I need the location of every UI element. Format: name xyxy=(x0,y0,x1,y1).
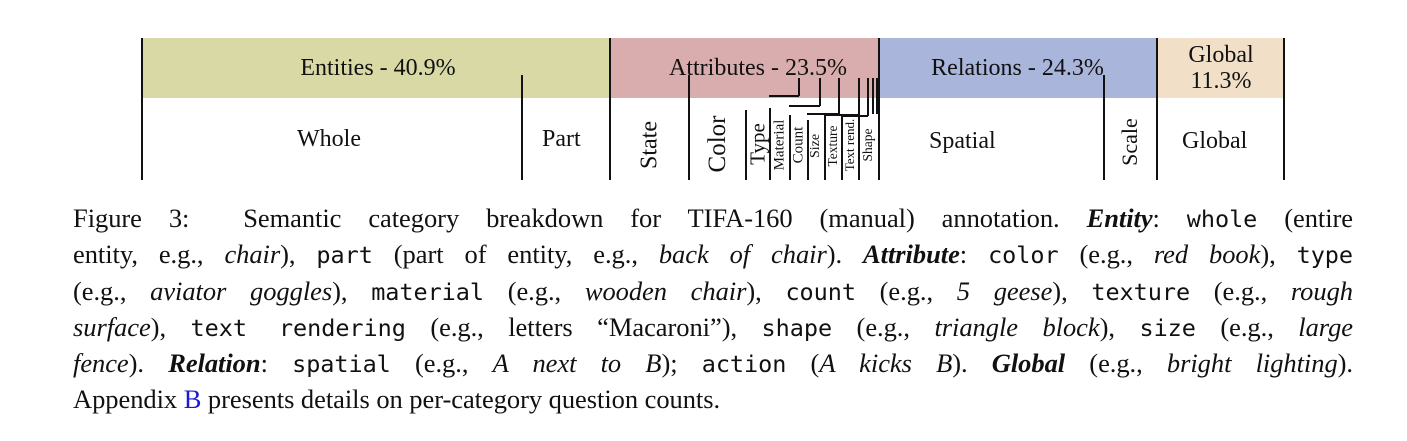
sub-spatial: Spatial xyxy=(929,128,996,154)
global-band xyxy=(1158,38,1284,98)
sub-whole: Whole xyxy=(297,126,361,152)
sub-size: Size xyxy=(808,133,823,159)
leader-up-2 xyxy=(819,78,821,106)
sub-part: Part xyxy=(542,126,581,152)
relations-band xyxy=(880,38,1157,98)
sub-color: Color xyxy=(704,115,731,173)
leader-up-3 xyxy=(838,78,840,114)
leader-up-5 xyxy=(867,78,869,116)
caption-line-3: (e.g., aviator goggles), material (e.g.,… xyxy=(73,275,1353,306)
leader-h-4 xyxy=(824,114,859,116)
separator-whole-part xyxy=(521,75,523,180)
caption-line-4: surface), text rendering (e.g., letters … xyxy=(73,311,1353,342)
separator-right xyxy=(1283,38,1285,180)
entities-band xyxy=(142,38,609,98)
caption-line-1: Figure 3: Semantic category breakdown fo… xyxy=(73,203,1354,233)
sub-global: Global xyxy=(1182,128,1248,154)
leader-h-2 xyxy=(789,105,820,107)
attributes-band xyxy=(610,38,879,98)
separator-left xyxy=(141,38,143,180)
caption-line-2: entity, e.g., chair), part (part of enti… xyxy=(73,239,1354,270)
leader-type xyxy=(745,110,747,180)
sub-shape: Shape xyxy=(860,128,875,162)
attributes-label: Attributes - 23.5% xyxy=(669,55,847,81)
sub-material: Material xyxy=(771,119,788,171)
sub-count: Count xyxy=(790,126,807,164)
leader-material xyxy=(769,108,771,180)
leader-textrend xyxy=(841,115,843,180)
leader-h-5 xyxy=(841,115,868,117)
leader-size xyxy=(807,120,809,180)
leader-h-3 xyxy=(807,113,839,115)
caption-line-5: fence). Relation: spatial (e.g., A next … xyxy=(73,348,1353,379)
leader-up-1 xyxy=(798,78,800,96)
sub-type: Type xyxy=(745,123,770,165)
leader-h-1 xyxy=(769,95,799,97)
separator-attributes-relations xyxy=(878,38,880,180)
separator-state-color xyxy=(688,75,690,180)
relations-label: Relations - 24.3% xyxy=(931,55,1104,81)
sub-textrend: Text rend. xyxy=(842,118,857,172)
caption-line-6: Appendix B presents details on per-categ… xyxy=(73,384,721,415)
sub-scale: Scale xyxy=(1117,118,1142,166)
separator-entities-attributes xyxy=(609,38,611,180)
leader-up-7 xyxy=(876,78,878,114)
entities-label: Entities - 40.9% xyxy=(300,55,456,81)
leader-count xyxy=(789,115,791,180)
leader-up-6 xyxy=(872,78,874,114)
category-breakdown-figure: Entities - 40.9% Attributes - 23.5% Rela… xyxy=(0,0,1407,190)
sub-state: State xyxy=(636,121,663,169)
separator-relations-global xyxy=(1156,38,1158,180)
separator-spatial-scale xyxy=(1103,75,1105,180)
leader-shape xyxy=(858,114,860,180)
leader-up-4 xyxy=(858,78,860,116)
appendix-link[interactable]: B xyxy=(183,384,202,415)
sub-texture: Texture xyxy=(825,125,840,167)
global-label: Global 11.3% xyxy=(1188,42,1254,94)
leader-texture xyxy=(824,114,826,180)
figure-caption: Figure 3: Semantic category breakdown fo… xyxy=(73,201,1353,418)
